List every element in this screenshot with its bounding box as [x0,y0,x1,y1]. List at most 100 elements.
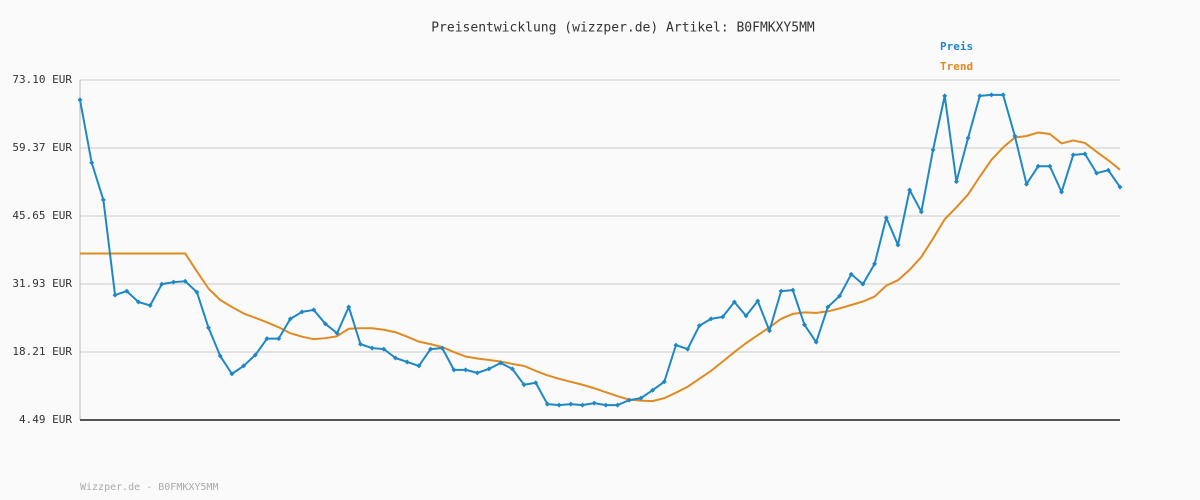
point-marker [112,292,118,298]
point-marker [498,360,504,366]
point-marker [229,371,235,377]
point-marker [942,93,948,99]
point-marker [568,401,574,407]
point-marker [848,271,854,277]
point-marker [731,299,737,305]
legend-label: Preis [940,40,973,53]
point-marker [463,367,469,373]
y-tick-label: 4.49 EUR [19,413,72,426]
point-marker [217,353,223,359]
point-marker [591,400,597,406]
point-marker [977,93,983,99]
point-marker [533,380,539,386]
point-marker [544,401,550,407]
point-marker [159,281,165,287]
y-tick-label: 45.65 EUR [12,209,72,222]
point-marker [276,336,282,342]
point-marker [404,359,410,365]
point-marker [322,321,328,327]
y-tick-label: 18.21 EUR [12,345,72,358]
point-marker [147,302,153,308]
point-marker [638,395,644,401]
point-marker [1070,152,1076,158]
point-marker [1105,167,1111,173]
point-marker [720,314,726,320]
point-marker [486,366,492,372]
point-marker [357,341,363,347]
point-marker [673,342,679,348]
series-line [79,93,1121,407]
point-marker [626,397,632,403]
point-marker [252,352,258,358]
point-marker [124,288,130,294]
point-marker [918,209,924,215]
legend-label: Trend [940,60,973,73]
y-tick-label: 59.37 EUR [12,141,72,154]
point-marker [89,160,95,166]
point-marker [883,215,889,221]
point-marker [439,345,445,351]
point-marker [1012,133,1018,139]
point-marker [743,313,749,319]
point-marker [603,402,609,408]
point-marker [837,293,843,299]
point-marker [135,299,141,305]
point-marker [334,330,340,336]
point-marker [1024,181,1030,187]
point-marker [369,345,375,351]
point-marker [194,289,200,295]
point-marker [790,287,796,293]
point-marker [650,387,656,393]
point-marker [241,363,247,369]
point-marker [965,135,971,141]
point-marker [346,304,352,310]
point-marker [1047,163,1053,169]
point-marker [685,346,691,352]
point-marker [206,325,212,331]
point-marker [170,279,176,285]
chart-title: Preisentwicklung (wizzper.de) Artikel: B… [431,21,815,36]
point-marker [299,309,305,315]
point-marker [661,379,667,385]
point-marker [930,147,936,153]
point-marker [311,307,317,313]
y-tick-label: 73.10 EUR [12,73,72,86]
point-marker [579,402,585,408]
point-marker [1082,151,1088,157]
point-marker [416,363,422,369]
point-marker [182,278,188,284]
point-marker [474,370,480,376]
point-marker [755,298,761,304]
point-marker [988,92,994,98]
series-line [80,131,1121,403]
point-marker [509,366,515,372]
point-marker [825,304,831,310]
point-marker [77,97,83,103]
point-marker [100,197,106,203]
point-marker [428,346,434,352]
point-marker [696,323,702,329]
point-marker [287,316,293,322]
point-marker [556,402,562,408]
point-marker [907,187,913,193]
point-marker [521,382,527,388]
point-marker [1035,163,1041,169]
point-marker [264,336,270,342]
point-marker [1000,92,1006,98]
point-marker [872,261,878,267]
footer: Wizzper.de - B0FMKXY5MM [80,482,218,493]
point-marker [393,355,399,361]
point-marker [615,402,621,408]
point-marker [381,346,387,352]
point-marker [708,316,714,322]
point-marker [895,242,901,248]
point-marker [778,288,784,294]
point-marker [860,281,866,287]
point-marker [813,339,819,345]
point-marker [801,322,807,328]
y-tick-label: 31.93 EUR [12,277,72,290]
point-marker [1117,184,1123,190]
point-marker [1094,170,1100,176]
